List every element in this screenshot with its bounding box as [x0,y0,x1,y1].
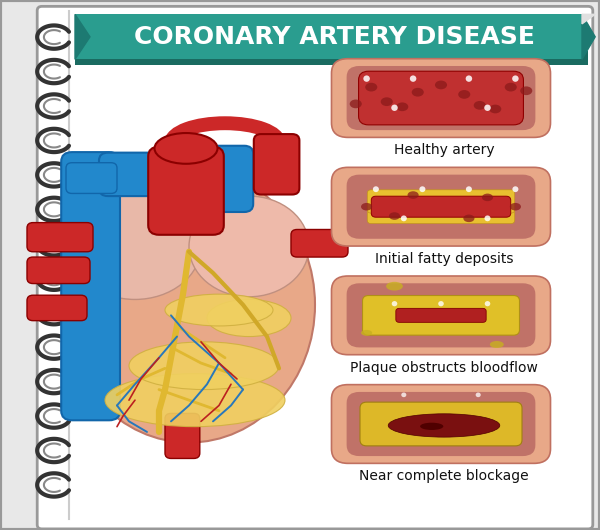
Ellipse shape [165,294,273,326]
FancyBboxPatch shape [99,153,231,196]
Ellipse shape [396,102,408,111]
Ellipse shape [401,215,407,222]
Ellipse shape [484,215,491,222]
Ellipse shape [69,193,201,299]
FancyBboxPatch shape [371,196,511,217]
FancyBboxPatch shape [75,14,582,59]
FancyBboxPatch shape [362,296,520,335]
Ellipse shape [458,90,470,99]
Ellipse shape [510,203,521,210]
Ellipse shape [466,186,472,192]
Text: Healthy artery: Healthy artery [394,143,494,157]
Ellipse shape [389,212,400,220]
FancyBboxPatch shape [254,134,299,195]
FancyBboxPatch shape [347,392,535,456]
Text: CORONARY ARTERY DISEASE: CORONARY ARTERY DISEASE [134,25,535,49]
Polygon shape [582,14,595,24]
Ellipse shape [361,203,372,210]
Ellipse shape [155,133,218,164]
Ellipse shape [419,186,425,192]
Polygon shape [582,14,595,59]
FancyBboxPatch shape [331,385,551,463]
Ellipse shape [410,75,416,82]
Ellipse shape [207,299,291,337]
FancyBboxPatch shape [360,402,522,446]
FancyBboxPatch shape [396,308,486,322]
Ellipse shape [364,75,370,82]
FancyBboxPatch shape [27,295,87,321]
Text: Initial fatty deposits: Initial fatty deposits [375,252,513,266]
Ellipse shape [435,81,447,89]
Ellipse shape [490,341,504,348]
Ellipse shape [482,193,493,201]
FancyBboxPatch shape [291,229,348,257]
FancyBboxPatch shape [61,152,120,420]
FancyBboxPatch shape [331,167,551,246]
Ellipse shape [129,342,279,390]
FancyBboxPatch shape [27,223,93,252]
Ellipse shape [365,83,377,92]
Ellipse shape [63,167,315,443]
FancyBboxPatch shape [148,147,224,235]
FancyBboxPatch shape [331,59,551,137]
Ellipse shape [361,330,372,336]
Ellipse shape [105,374,285,427]
Ellipse shape [512,186,518,192]
FancyBboxPatch shape [37,6,593,529]
Text: Near complete blockage: Near complete blockage [359,469,529,483]
Ellipse shape [381,98,393,106]
Text: Plaque obstructs bloodflow: Plaque obstructs bloodflow [350,360,538,375]
FancyBboxPatch shape [165,413,200,458]
FancyBboxPatch shape [367,200,515,224]
FancyBboxPatch shape [359,71,523,125]
Ellipse shape [412,88,424,96]
FancyBboxPatch shape [347,66,535,130]
FancyBboxPatch shape [367,190,515,213]
Ellipse shape [512,75,518,82]
Ellipse shape [485,301,490,306]
Ellipse shape [350,100,362,108]
Ellipse shape [520,86,532,95]
FancyBboxPatch shape [331,276,551,355]
FancyBboxPatch shape [27,257,90,284]
Ellipse shape [476,393,481,397]
Ellipse shape [373,186,379,192]
Ellipse shape [463,215,475,222]
Polygon shape [75,14,90,59]
Ellipse shape [392,301,397,306]
Ellipse shape [474,101,486,110]
Ellipse shape [391,104,398,111]
Ellipse shape [407,191,419,199]
Ellipse shape [489,104,501,113]
Ellipse shape [189,196,309,297]
Ellipse shape [466,75,472,82]
Ellipse shape [420,423,443,430]
FancyBboxPatch shape [66,163,117,193]
FancyBboxPatch shape [347,175,535,238]
FancyBboxPatch shape [347,283,535,348]
Ellipse shape [401,393,406,397]
Ellipse shape [386,282,403,290]
Ellipse shape [388,414,500,437]
Ellipse shape [438,301,444,306]
FancyBboxPatch shape [204,146,253,212]
Ellipse shape [484,104,491,111]
FancyBboxPatch shape [75,51,588,65]
Ellipse shape [505,83,517,92]
